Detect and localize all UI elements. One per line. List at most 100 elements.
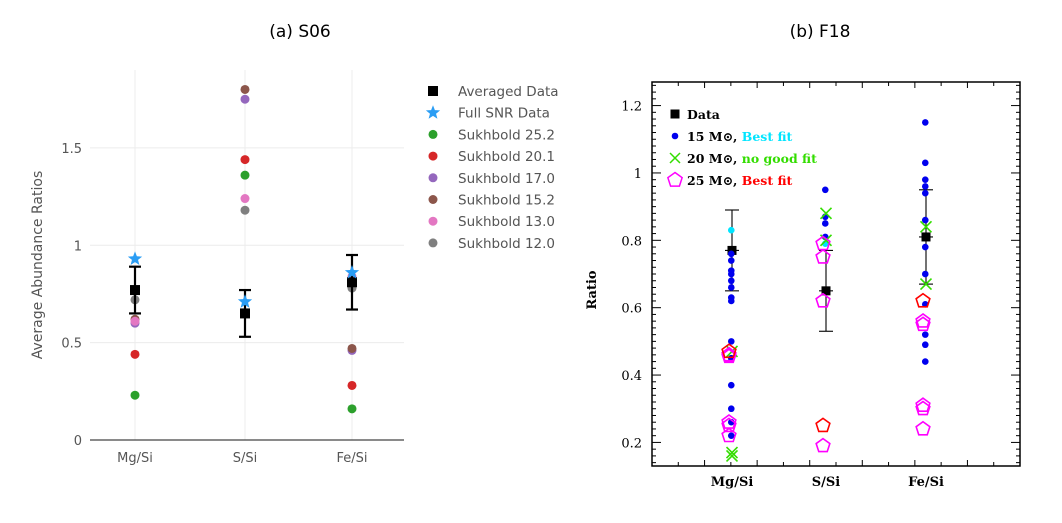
data-point <box>915 312 931 328</box>
data-point <box>815 248 831 264</box>
data-point <box>130 316 140 326</box>
data-point <box>347 380 357 390</box>
x-tick-label: S/Si <box>812 475 841 490</box>
series-sukhbold-25-2 <box>130 170 357 414</box>
data-point <box>240 94 250 104</box>
legend-label: Sukhbold 15.2 <box>458 193 555 209</box>
y-tick-label: 1 <box>74 239 82 254</box>
data-point <box>727 405 735 413</box>
data-point <box>727 226 735 234</box>
y-tick-label: 0.5 <box>61 337 82 352</box>
legend-label: 20 M⊙, no good fit <box>687 151 817 166</box>
panel-b-title: (b) F18 <box>789 22 851 42</box>
legend-marker <box>428 216 438 226</box>
data-point <box>921 358 929 365</box>
y-tick-label: 0.8 <box>621 234 642 249</box>
data-point <box>721 427 737 443</box>
data-point <box>921 243 929 251</box>
data-point <box>727 297 735 305</box>
data-point <box>921 270 929 278</box>
x-tick-label: S/Si <box>233 451 258 466</box>
data-point <box>240 205 250 215</box>
legend-label: Sukhbold 17.0 <box>458 171 555 187</box>
x-tick-label: Fe/Si <box>336 451 367 466</box>
legend-marker <box>425 105 441 119</box>
data-point <box>727 284 735 291</box>
data-point <box>921 341 929 349</box>
data-point <box>821 186 829 194</box>
series-full-snr-data <box>127 251 360 308</box>
data-point <box>727 338 735 345</box>
data-point <box>721 417 737 433</box>
data-point <box>815 417 831 433</box>
legend-label: 25 M⊙, Best fit <box>687 173 793 188</box>
chart-b: 0.2 0.4 0.6 0.8 1 1.2 Mg/Si S/Si Fe/Si Ratio Data 1… <box>585 81 1021 490</box>
legend-marker <box>428 173 438 183</box>
data-point <box>347 277 357 288</box>
panel-a-title: (a) S06 <box>269 22 331 42</box>
data-point <box>727 432 735 439</box>
data-point <box>725 446 739 459</box>
data-point <box>915 400 931 416</box>
data-point <box>815 437 831 453</box>
data-point <box>915 397 931 412</box>
y-tick-label: 1.5 <box>61 142 82 157</box>
y-axis-label: Average Abundance Ratios <box>30 171 46 360</box>
legend-label: Full SNR Data <box>458 106 550 122</box>
y-tick-label: 0.4 <box>621 369 642 384</box>
chart-a: 0 0.5 1 1.5 Mg/Si S/Si Fe/Si Average Abundance … <box>30 70 559 466</box>
legend-label: Sukhbold 12.0 <box>458 236 555 252</box>
series-25-m-red <box>721 292 931 433</box>
series-15-m <box>727 119 929 439</box>
data-point <box>821 286 831 296</box>
data-point <box>921 119 929 126</box>
data-point <box>237 294 253 308</box>
y-tick-label: 0 <box>74 434 82 449</box>
y-axis-label: Ratio <box>585 270 600 309</box>
data-point <box>721 343 737 359</box>
series-data <box>725 189 933 332</box>
data-point <box>240 170 250 180</box>
data-point <box>915 292 931 308</box>
data-point <box>921 159 929 167</box>
legend-marker <box>428 195 438 204</box>
data-point <box>921 189 929 197</box>
legend-a: Averaged Data Full SNR Data Sukhbold 25.2 S… <box>425 84 559 252</box>
data-point <box>921 232 931 242</box>
legend-marker <box>428 86 438 96</box>
data-point <box>819 207 833 220</box>
data-point <box>240 155 250 165</box>
y-tick-label: 1 <box>634 167 642 182</box>
data-point <box>240 308 250 319</box>
data-point <box>919 220 933 233</box>
legend-marker <box>670 109 680 119</box>
y-tick-label: 0.6 <box>621 302 642 317</box>
data-point <box>921 176 929 183</box>
legend-label: Sukhbold 13.0 <box>458 214 555 230</box>
data-point <box>815 292 831 308</box>
data-point <box>130 349 140 359</box>
legend-label: Sukhbold 20.1 <box>458 149 555 165</box>
y-tick-label: 1.2 <box>621 100 642 115</box>
data-point <box>347 343 357 353</box>
data-point <box>130 390 140 400</box>
data-point <box>727 277 735 285</box>
legend-label: Averaged Data <box>458 84 559 100</box>
data-point <box>915 420 931 436</box>
series-25-m <box>721 235 931 453</box>
legend-marker <box>671 132 679 140</box>
series-averaged-data <box>129 253 358 338</box>
data-point <box>347 404 357 414</box>
legend-label: 15 M⊙, Best fit <box>687 129 793 144</box>
data-point <box>727 270 735 278</box>
data-point <box>921 331 929 338</box>
data-point <box>915 316 931 332</box>
data-point <box>727 250 735 258</box>
data-point <box>727 381 735 389</box>
data-point <box>921 183 929 190</box>
x-tick-label: Fe/Si <box>908 475 944 490</box>
data-point <box>344 265 360 279</box>
data-point <box>130 285 140 296</box>
data-point <box>725 449 739 462</box>
